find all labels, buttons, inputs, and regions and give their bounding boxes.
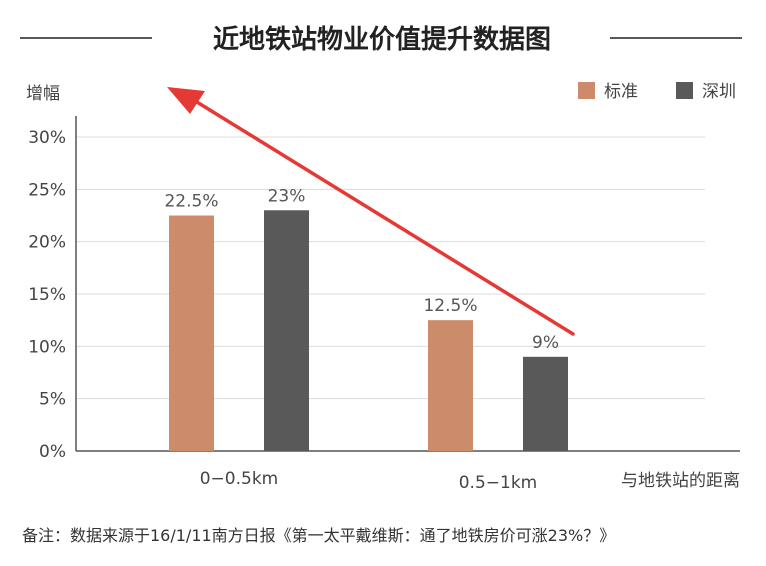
legend-swatch-shenzhen xyxy=(676,82,693,99)
data-label-standard-0: 22.5% xyxy=(164,192,218,212)
y-tick-label: 10% xyxy=(28,337,66,357)
category-label-1: 0.5−1km xyxy=(459,473,538,493)
trend-arrow xyxy=(167,87,575,336)
category-label-0: 0−0.5km xyxy=(200,469,279,489)
y-tick-label: 5% xyxy=(39,390,66,410)
data-label-shenzhen-0: 23% xyxy=(268,186,306,206)
trend-arrow-shaft xyxy=(190,97,575,336)
y-tick-label: 20% xyxy=(28,233,66,253)
data-label-standard-1: 12.5% xyxy=(423,296,477,316)
y-ticks: 0% 5% 10% 15% 20% 25% 30% xyxy=(28,128,66,462)
legend-swatch-standard xyxy=(578,82,595,99)
data-label-shenzhen-1: 9% xyxy=(532,333,559,353)
y-tick-label: 25% xyxy=(28,180,66,200)
footnote: 备注：数据来源于16/1/11南方日报《第一太平戴维斯：通了地铁房价可涨23%？… xyxy=(22,526,615,545)
bar-shenzhen-0 xyxy=(264,210,309,451)
bar-standard-0 xyxy=(169,215,214,451)
legend-label-shenzhen: 深圳 xyxy=(702,82,736,102)
y-axis-label: 增幅 xyxy=(26,84,60,104)
y-tick-label: 0% xyxy=(39,442,66,462)
legend-label-standard: 标准 xyxy=(604,82,638,102)
bar-shenzhen-1 xyxy=(523,356,568,451)
x-axis-label: 与地铁站的距离 xyxy=(621,471,740,491)
chart-title: 近地铁站物业价值提升数据图 xyxy=(213,24,551,55)
bars: 22.5% 12.5% 23% 9% xyxy=(164,186,568,451)
legend: 标准 深圳 xyxy=(578,82,736,102)
trend-arrow-head xyxy=(167,87,205,114)
y-tick-label: 30% xyxy=(28,128,66,148)
bar-standard-1 xyxy=(428,320,473,451)
y-tick-label: 15% xyxy=(28,285,66,305)
